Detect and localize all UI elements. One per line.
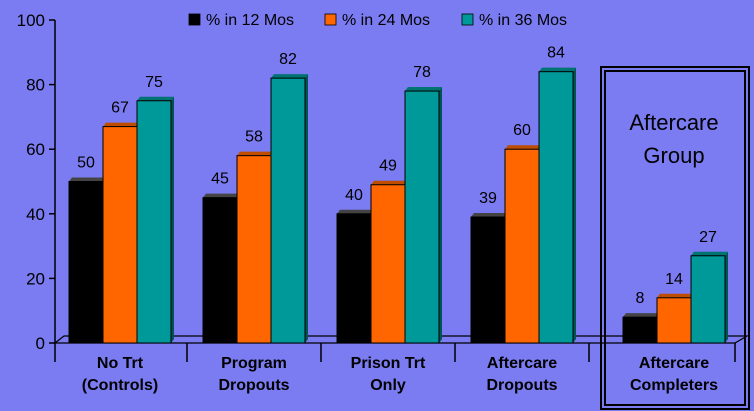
annotation-line-1: Aftercare bbox=[629, 110, 718, 135]
bar-top bbox=[337, 209, 374, 214]
bar bbox=[404, 90, 440, 344]
bar-top bbox=[623, 313, 660, 318]
bar-top bbox=[405, 87, 442, 92]
y-tick-label: 20 bbox=[26, 269, 45, 288]
bar-top bbox=[137, 96, 174, 101]
bar-value-label: 82 bbox=[279, 51, 297, 68]
bar bbox=[136, 100, 172, 344]
legend: % in 12 Mos % in 24 Mos % in 36 Mos bbox=[188, 12, 567, 29]
bar-side bbox=[439, 87, 442, 343]
bar bbox=[270, 77, 306, 344]
category-label: Aftercare bbox=[639, 355, 709, 372]
bar-top bbox=[539, 67, 576, 72]
bar-side bbox=[573, 67, 576, 344]
bar bbox=[102, 126, 138, 344]
bar-side bbox=[305, 74, 308, 343]
bar bbox=[68, 181, 104, 344]
bar-top bbox=[69, 177, 106, 182]
y-tick-label: 80 bbox=[26, 76, 45, 95]
category-label: Only bbox=[370, 377, 406, 394]
bar-value-label: 60 bbox=[513, 122, 531, 139]
bar-side bbox=[171, 96, 174, 343]
category-labels: No Trt (Controls) Program Dropouts Prison Tr… bbox=[54, 343, 736, 394]
bar bbox=[236, 155, 272, 344]
legend-swatch bbox=[461, 13, 474, 26]
highlight-box-inner bbox=[604, 70, 746, 406]
bar-top bbox=[691, 251, 728, 256]
bar-top bbox=[203, 193, 240, 198]
bar bbox=[504, 148, 540, 344]
value-labels: 50 67 75 45 58 82 40 49 78 39 60 84 8 14 27 bbox=[77, 45, 717, 307]
bar-top bbox=[237, 151, 274, 156]
bar-value-label: 45 bbox=[211, 171, 229, 188]
bar bbox=[538, 71, 574, 344]
bar-value-label: 39 bbox=[479, 190, 497, 207]
bar-top bbox=[371, 180, 408, 185]
bar bbox=[202, 197, 238, 344]
legend-swatch bbox=[324, 13, 337, 26]
category-label: Completers bbox=[630, 377, 718, 394]
bar-top bbox=[471, 213, 508, 218]
bar-value-label: 8 bbox=[636, 290, 645, 307]
category-label: (Controls) bbox=[82, 377, 158, 394]
bars bbox=[68, 67, 728, 344]
legend-label: % in 36 Mos bbox=[479, 12, 567, 29]
bar-value-label: 67 bbox=[111, 100, 129, 117]
bar-value-label: 50 bbox=[77, 155, 95, 172]
category-label: Dropouts bbox=[218, 377, 289, 394]
bar-value-label: 49 bbox=[379, 158, 397, 175]
aftercare-group-highlight: Aftercare Group bbox=[600, 66, 750, 410]
bar-value-label: 58 bbox=[245, 129, 263, 146]
category-label: No Trt bbox=[97, 355, 144, 372]
legend-label: % in 12 Mos bbox=[206, 12, 294, 29]
bar-value-label: 40 bbox=[345, 187, 363, 204]
bar-value-label: 78 bbox=[413, 64, 431, 81]
category-label: Prison Trt bbox=[351, 355, 426, 372]
bar bbox=[336, 213, 372, 344]
bar-top bbox=[103, 122, 140, 127]
bar-top bbox=[657, 293, 694, 298]
bar-value-label: 14 bbox=[665, 271, 683, 288]
bar-value-label: 75 bbox=[145, 74, 163, 91]
highlight-box-outer bbox=[600, 66, 750, 410]
y-tick-label: 100 bbox=[17, 11, 45, 30]
bar-side bbox=[725, 251, 728, 343]
bar bbox=[690, 255, 726, 344]
category-label: Program bbox=[221, 355, 287, 372]
bar-value-label: 27 bbox=[699, 229, 717, 246]
y-tick-label: 60 bbox=[26, 140, 45, 159]
bar bbox=[622, 316, 658, 344]
category-label: Dropouts bbox=[486, 377, 557, 394]
bar bbox=[656, 297, 692, 344]
legend-swatch bbox=[188, 13, 201, 26]
bar bbox=[470, 216, 506, 344]
bar bbox=[370, 184, 406, 344]
bar-top bbox=[271, 74, 308, 79]
legend-label: % in 24 Mos bbox=[342, 12, 430, 29]
y-tick-label: 40 bbox=[26, 205, 45, 224]
category-label: Aftercare bbox=[487, 355, 557, 372]
bar-top bbox=[505, 145, 542, 150]
y-tick-label: 0 bbox=[36, 334, 45, 353]
bar-value-label: 84 bbox=[547, 45, 565, 62]
annotation-line-2: Group bbox=[643, 143, 704, 168]
